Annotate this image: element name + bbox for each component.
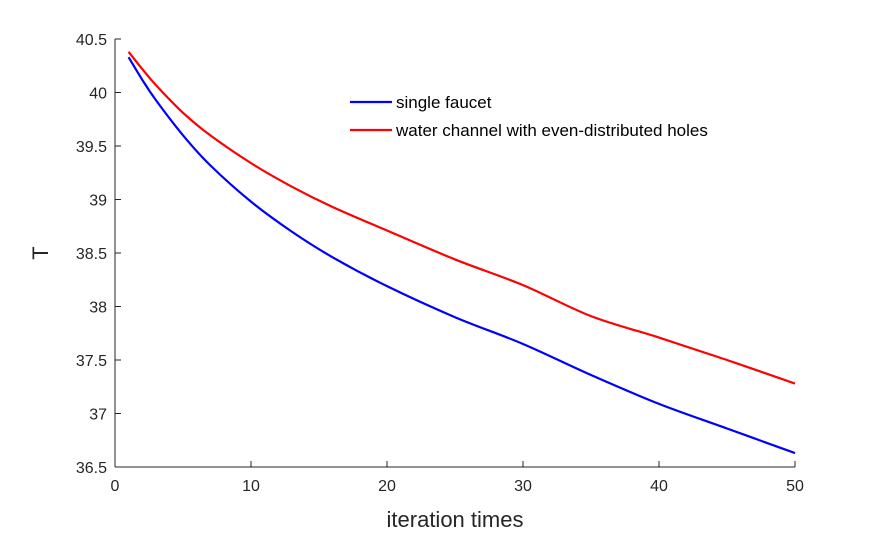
x-tick-label: 20 xyxy=(378,478,396,495)
series-line-2 xyxy=(127,51,796,385)
y-tick-label: 40.5 xyxy=(76,32,107,49)
x-axis-label: iteration times xyxy=(387,507,524,532)
y-axis-label: T xyxy=(28,246,53,259)
y-tick-label: 39.5 xyxy=(76,139,107,156)
y-tick-label: 37.5 xyxy=(76,353,107,370)
y-tick-label: 39 xyxy=(89,193,107,210)
legend-label-1: single faucet xyxy=(396,93,492,112)
series-line-1 xyxy=(127,56,796,455)
x-tick-label: 40 xyxy=(650,478,668,495)
y-tick-label: 36.5 xyxy=(76,460,107,477)
x-tick-label: 10 xyxy=(242,478,260,495)
x-tick-label: 50 xyxy=(786,478,804,495)
y-tick-label: 38.5 xyxy=(76,246,107,263)
x-tick-label: 30 xyxy=(514,478,532,495)
plot-area: 0 10 20 30 40 50 36.5 37 37.5 38 38.5 39 39.5 40 40.5 xyxy=(76,32,804,495)
y-tick-label: 38 xyxy=(89,300,107,317)
x-tick-label: 0 xyxy=(111,478,120,495)
y-tick-label: 40 xyxy=(89,86,107,103)
legend: single faucet water channel with even-dis… xyxy=(350,93,708,140)
legend-label-2: water channel with even-distributed hole… xyxy=(395,121,708,140)
y-tick-label: 37 xyxy=(89,407,107,424)
